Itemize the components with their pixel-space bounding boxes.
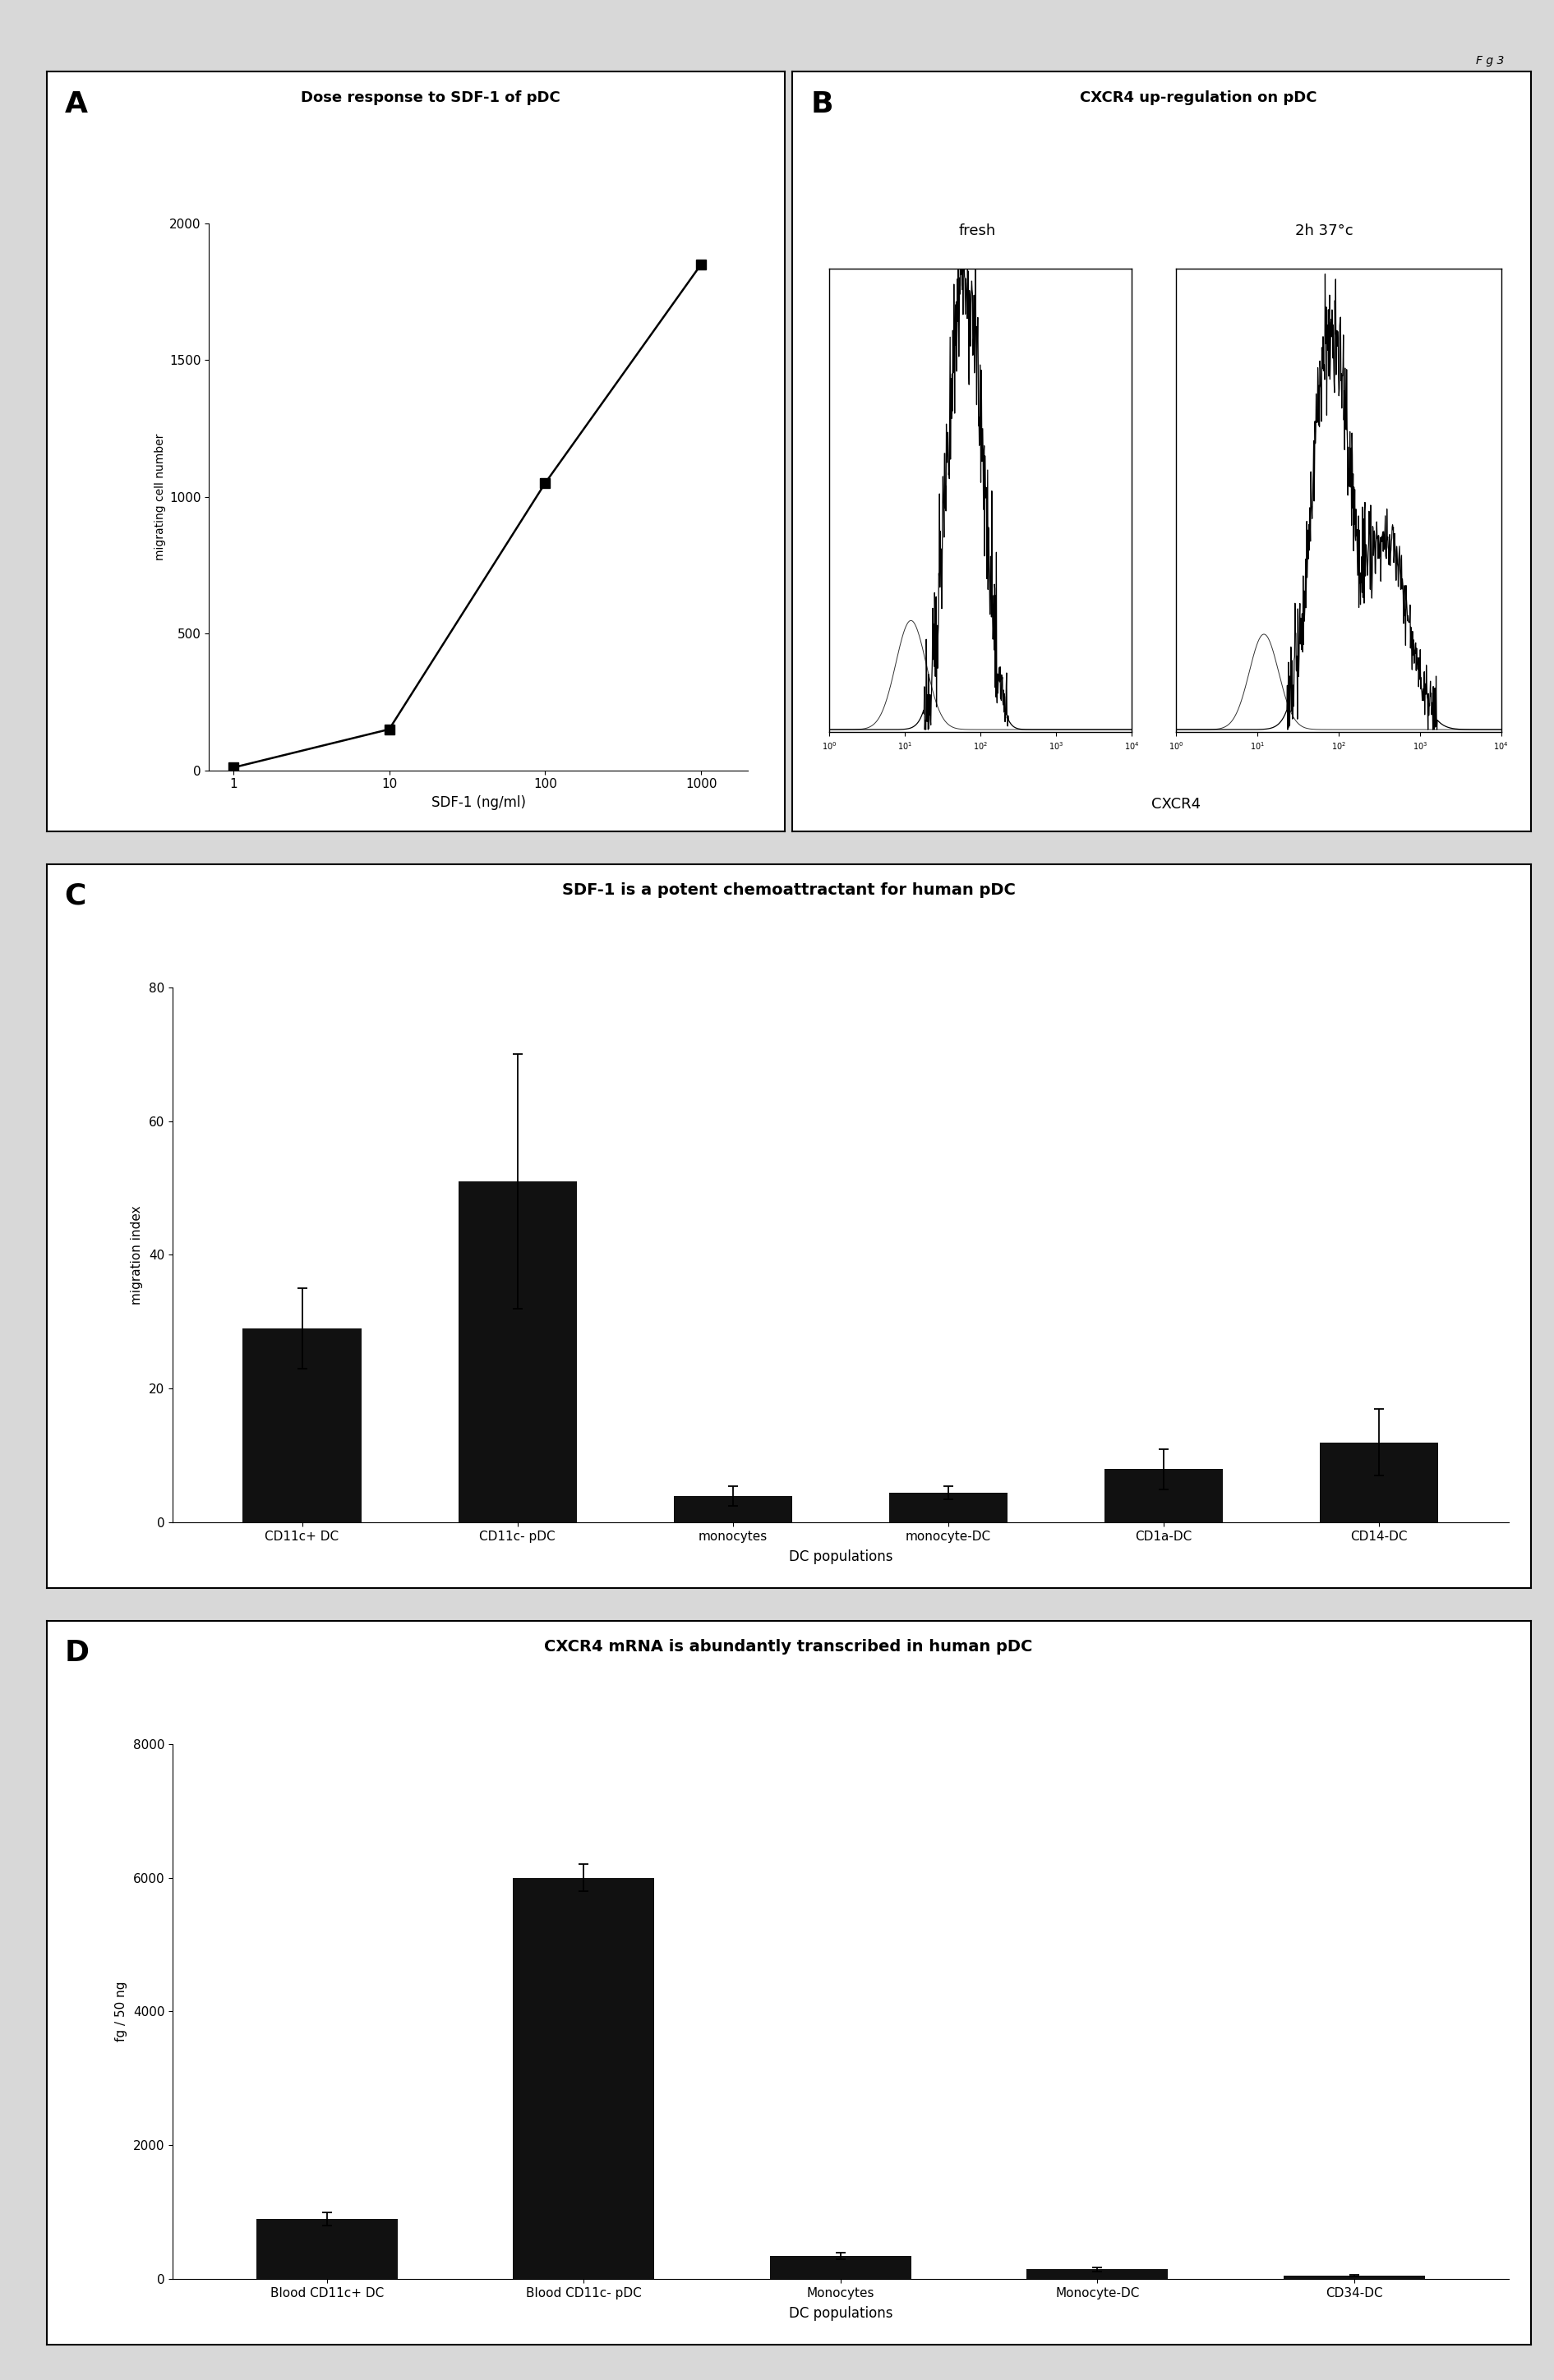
Text: F g 3: F g 3 [1476,55,1504,67]
Text: A: A [65,90,89,119]
Text: CXCR4 up-regulation on pDC: CXCR4 up-regulation on pDC [1080,90,1316,105]
Text: D: D [64,1640,89,1666]
Text: CXCR4: CXCR4 [1152,797,1201,812]
Text: fresh: fresh [959,224,996,238]
Text: SDF-1 is a potent chemoattractant for human pDC: SDF-1 is a potent chemoattractant for hu… [563,883,1015,897]
Text: 2h 37°c: 2h 37°c [1294,224,1354,238]
Text: CXCR4 mRNA is abundantly transcribed in human pDC: CXCR4 mRNA is abundantly transcribed in … [544,1640,1033,1654]
Text: B: B [811,90,833,119]
Text: Dose response to SDF-1 of pDC: Dose response to SDF-1 of pDC [301,90,561,105]
Text: C: C [64,883,85,909]
